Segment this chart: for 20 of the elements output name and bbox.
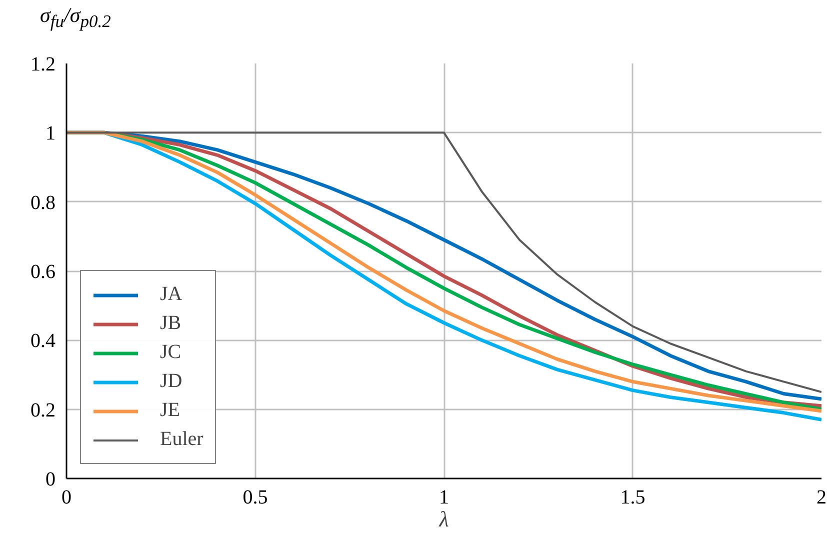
x-tick-label: 1.5 [620,486,646,508]
y-tick-label: 0.6 [30,261,56,283]
legend-label: JB [160,312,182,335]
x-tick-label: 1 [439,486,449,508]
legend-label: JA [160,283,182,306]
y-tick-label: 0.2 [30,399,56,422]
legend-label: JE [160,399,180,422]
y-tick-label: 0.4 [30,330,56,352]
x-tick-label: 0.5 [242,486,268,508]
x-tick-label: 0 [62,486,72,508]
y-axis-title: σ$_{fu}$/σ$_{p0.2}$ [40,3,111,32]
x-tick-label: 2 [816,486,826,508]
legend-label: Euler [160,428,204,451]
legend-label: JD [160,370,182,393]
y-tick-label: 1.2 [30,54,56,76]
y-tick-label: 1 [46,122,56,145]
x-axis-title: λ [438,506,449,532]
legend-label: JC [160,341,182,364]
y-tick-label: 0 [46,468,56,490]
y-tick-label: 0.8 [30,192,56,214]
